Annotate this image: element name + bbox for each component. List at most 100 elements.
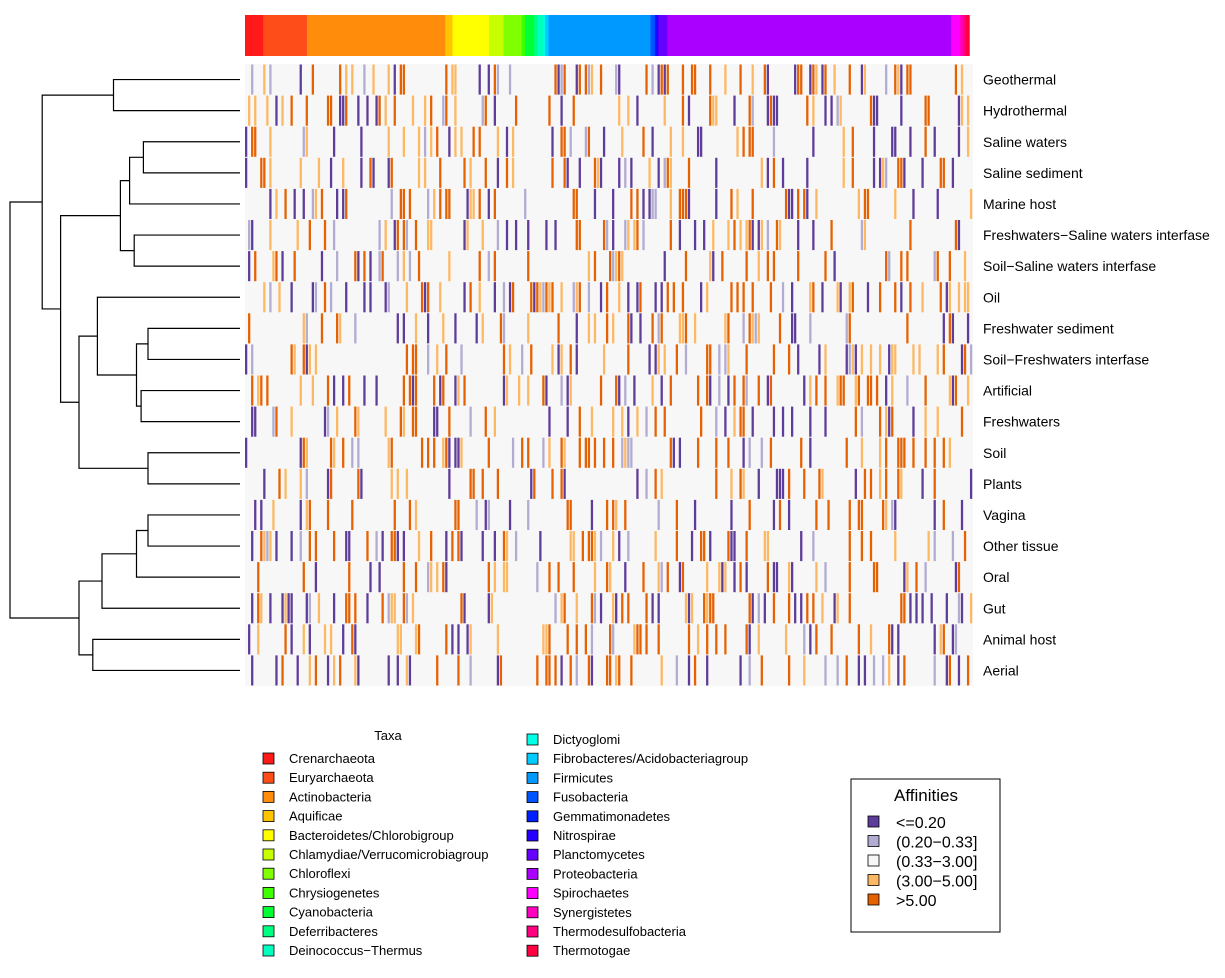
heatmap-cell	[824, 251, 827, 282]
heatmap-cell	[766, 531, 770, 562]
heatmap-cell	[885, 468, 888, 499]
heatmap-cell	[248, 220, 251, 251]
heatmap-cell	[897, 64, 900, 95]
heatmap-cell	[260, 375, 263, 406]
heatmap-cell	[527, 220, 530, 251]
row-label: Oral	[983, 569, 1009, 585]
heatmap-cell	[860, 531, 864, 562]
heatmap-cell	[778, 220, 782, 251]
heatmap-cell	[745, 624, 748, 655]
heatmap-cell	[602, 344, 606, 375]
row-label: Freshwaters−Saline waters interfase	[983, 227, 1210, 243]
heatmap-cell	[809, 375, 812, 406]
dendrogram-branch	[147, 452, 240, 485]
heatmap-cell	[560, 437, 563, 468]
heatmap-cell	[915, 593, 918, 624]
heatmap-cell	[878, 406, 882, 437]
heatmap-cell	[572, 188, 575, 219]
heatmap-cell	[875, 562, 879, 593]
taxa-legend-swatch	[262, 867, 275, 880]
heatmap-cell	[481, 95, 484, 126]
heatmap-cell	[706, 344, 709, 375]
heatmap-cell	[939, 282, 942, 313]
heatmap-cell	[666, 562, 669, 593]
heatmap-cell	[924, 95, 927, 126]
heatmap-cell	[612, 188, 615, 219]
heatmap-cell	[612, 220, 615, 251]
heatmap-cell	[502, 344, 506, 375]
heatmap-cell	[505, 375, 509, 406]
heatmap-cell	[721, 562, 724, 593]
heatmap-cell	[366, 593, 369, 624]
heatmap-cell	[487, 251, 490, 282]
heatmap-cell	[405, 344, 409, 375]
heatmap-cell	[809, 624, 812, 655]
heatmap-cell	[508, 282, 512, 313]
heatmap-cell	[794, 313, 797, 344]
heatmap-cell	[885, 64, 888, 95]
heatmap-cell	[633, 375, 636, 406]
heatmap-cell	[933, 251, 936, 282]
heatmap-cell	[624, 437, 627, 468]
heatmap-cell	[927, 95, 930, 126]
taxa-legend-swatch	[526, 868, 539, 880]
heatmap-cell	[872, 95, 876, 126]
heatmap-cell	[590, 499, 594, 530]
heatmap-cell	[942, 499, 945, 530]
row-label: Soil	[983, 445, 1006, 461]
heatmap-cell	[408, 188, 412, 219]
heatmap-cell	[545, 282, 548, 313]
heatmap-cell	[372, 64, 375, 95]
heatmap-cell	[645, 468, 648, 499]
heatmap-cell	[924, 375, 927, 406]
heatmap-cell	[903, 562, 906, 593]
taxa-band-segment	[658, 15, 668, 56]
heatmap-cell	[681, 562, 685, 593]
heatmap-cell	[797, 220, 800, 251]
heatmap-cell	[317, 593, 321, 624]
heatmap-cell	[408, 375, 412, 406]
heatmap-cell	[390, 531, 393, 562]
heatmap-cell	[690, 64, 694, 95]
heatmap-cell	[454, 126, 457, 157]
heatmap-cell	[712, 220, 715, 251]
heatmap-cell	[821, 64, 824, 95]
heatmap-cell	[323, 624, 327, 655]
heatmap-cell	[851, 282, 854, 313]
row-label: Hydrothermal	[983, 103, 1067, 119]
heatmap-cell	[275, 655, 278, 686]
heatmap-cell	[630, 188, 633, 219]
heatmap-cell	[757, 624, 760, 655]
heatmap-cell	[787, 562, 791, 593]
heatmap-cell	[499, 313, 503, 344]
heatmap-cell	[445, 531, 448, 562]
heatmap-cell	[681, 64, 685, 95]
heatmap-cell	[836, 95, 839, 126]
dendrogram-branch	[129, 156, 240, 205]
heatmap-cell	[939, 157, 942, 188]
heatmap-cell	[445, 188, 448, 219]
heatmap-cell	[290, 593, 293, 624]
heatmap-cell	[618, 531, 621, 562]
heatmap-cell	[872, 126, 876, 157]
heatmap-cell	[466, 188, 469, 219]
heatmap-cell	[648, 344, 651, 375]
heatmap-cell	[293, 188, 296, 219]
heatmap-cell	[593, 157, 597, 188]
heatmap-cell	[733, 95, 736, 126]
heatmap-cell	[563, 126, 566, 157]
heatmap-cell	[463, 220, 466, 251]
heatmap-cell	[251, 64, 254, 95]
heatmap-cell	[748, 499, 751, 530]
heatmap-cell	[302, 624, 305, 655]
heatmap-cell	[593, 531, 597, 562]
heatmap-cell	[657, 64, 660, 95]
heatmap-cell	[651, 375, 654, 406]
heatmap-cell	[660, 282, 663, 313]
heatmap-cell	[384, 220, 387, 251]
heatmap-cell	[430, 562, 433, 593]
heatmap-cell	[933, 499, 936, 530]
heatmap-cell	[800, 437, 803, 468]
heatmap-cell	[869, 95, 873, 126]
heatmap-cell	[469, 157, 472, 188]
